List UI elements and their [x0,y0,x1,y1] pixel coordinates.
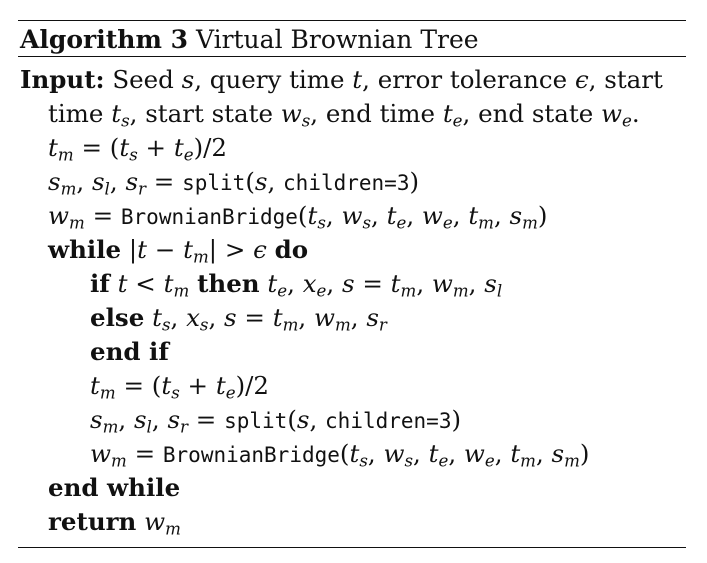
caption-rule [18,56,686,57]
algo-line-2: sm, sl, sr = split(s, children=3) [48,167,420,199]
algo-line-end-while: end while [18,471,686,505]
brownian-bridge-function: BrownianBridge [162,443,340,467]
bottom-rule [18,547,686,548]
children-argument: children=3 [283,171,410,195]
end-if-keyword: end if [90,337,169,366]
do-keyword: do [274,235,309,264]
algo-line-1: tm = (ts + te)/2 [48,133,227,165]
algo-line-3: wm = BrownianBridge(ts, ws, te, we, tm, … [48,201,548,233]
end-while-keyword: end while [48,473,181,502]
children-argument: children=3 [325,409,452,433]
algo-line-loop-3: wm = BrownianBridge(ts, ws, te, we, tm, … [90,439,590,471]
input-keyword: Input: [20,65,105,94]
algo-line-loop-2: sm, sl, sr = split(s, children=3) [90,405,462,437]
input-line-1: Input: Seed s, query time t, error toler… [20,65,663,94]
algorithm-title: Virtual Brownian Tree [195,25,479,54]
algorithm-block: Algorithm 3 Virtual Brownian Tree Input:… [18,20,686,548]
algo-line-if: if t < tm then te, xe, s = tm, wm, sl [90,269,503,301]
algo-line-else: else ts, xs, s = tm, wm, sr [90,303,387,335]
while-keyword: while [48,235,122,264]
algo-line-while: while |t − tm| > ϵ do [48,235,309,267]
top-rule [18,20,686,21]
else-keyword: else [90,303,145,332]
algorithm-caption: Algorithm 3 Virtual Brownian Tree [18,21,686,56]
algo-line-return: return wm [48,507,181,539]
algorithm-body: Input: Seed s, query time t, error toler… [18,63,686,539]
input-line-2: time ts, start state ws, end time te, en… [48,99,640,131]
split-function: split [182,171,246,195]
brownian-bridge-function: BrownianBridge [120,205,298,229]
split-function: split [224,409,288,433]
algo-line-loop-1: tm = (ts + te)/2 [90,371,269,403]
algo-line-end-if: end if [18,335,686,369]
if-keyword: if [90,269,110,298]
algorithm-label: Algorithm 3 [20,25,188,54]
return-keyword: return [48,507,137,536]
then-keyword: then [197,269,260,298]
